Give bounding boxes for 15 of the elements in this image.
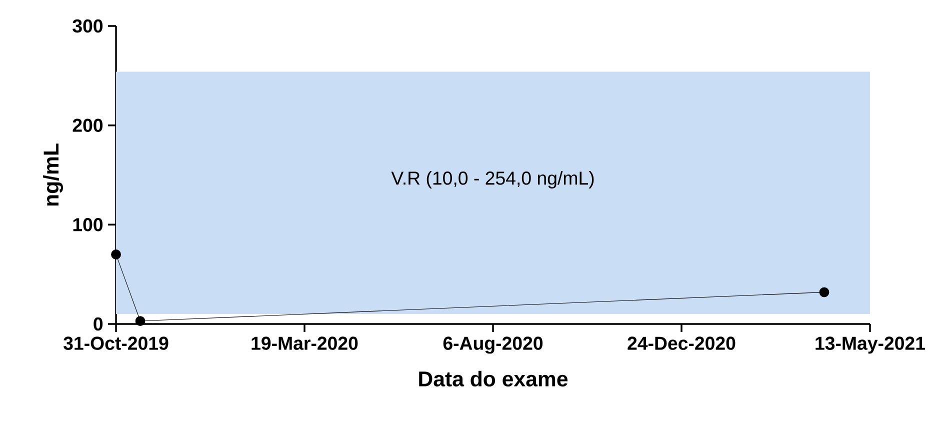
x-axis-title: Data do exame [419, 370, 568, 387]
point [135, 316, 146, 326]
y-tick-label: 300 [72, 19, 103, 33]
x-tick-label: 31-Oct-2019 [64, 336, 168, 350]
point [819, 287, 830, 298]
x-tick-label: 24-Dec-2020 [628, 336, 736, 350]
x-tick-label: 13-May-2021 [816, 336, 925, 354]
y-tick-label: 100 [73, 218, 103, 232]
point [111, 250, 121, 260]
x-tick-label: 19-Mar-2020 [252, 336, 358, 350]
y-tick-label: 200 [72, 118, 103, 132]
y-tick-label: 0 [94, 317, 103, 331]
y-axis-title: ng/mL [43, 144, 63, 206]
x-tick-label: 6-Aug-2020 [443, 336, 543, 354]
band-label: V.R (10,0 - 254,0 ng/mL) [391, 171, 594, 188]
